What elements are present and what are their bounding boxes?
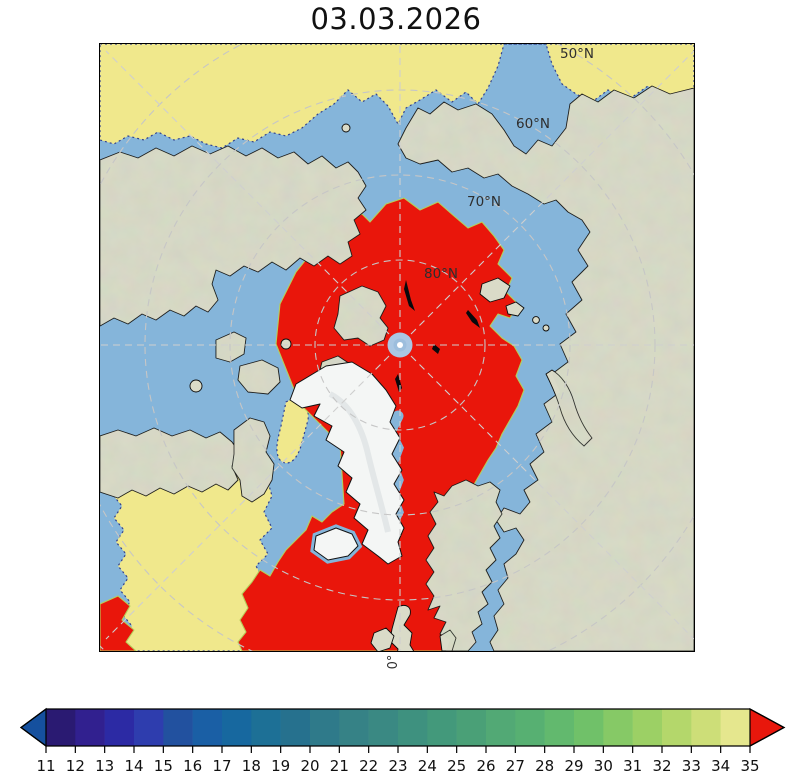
colorbar-segment bbox=[192, 709, 223, 746]
colorbar-under-arrow bbox=[19, 707, 47, 748]
colorbar-tick-label: 29 bbox=[564, 757, 583, 775]
colorbar-tick-label: 15 bbox=[154, 757, 173, 775]
colorbar-segment bbox=[691, 709, 721, 746]
colorbar-over-arrow bbox=[749, 707, 786, 748]
colorbar-segment bbox=[662, 709, 692, 746]
colorbar-tick-label: 35 bbox=[740, 757, 759, 775]
small-island bbox=[280, 338, 292, 350]
latitude-label-50n: 50°N bbox=[560, 46, 594, 62]
colorbar-tick-label: 28 bbox=[535, 757, 554, 775]
ice-crack bbox=[432, 344, 440, 354]
island-franz-josef bbox=[532, 316, 540, 324]
colorbar-segment bbox=[368, 709, 399, 746]
colorbar-tick-label: 26 bbox=[476, 757, 495, 775]
colorbar-tick-label: 21 bbox=[330, 757, 349, 775]
colorbar-tick-label: 31 bbox=[623, 757, 642, 775]
colorbar-segment bbox=[310, 709, 340, 746]
colorbar-tick-label: 19 bbox=[271, 757, 290, 775]
latitude-label-60n: 60°N bbox=[516, 116, 550, 132]
island-svalbard bbox=[479, 277, 511, 303]
colorbar-segment bbox=[486, 709, 516, 746]
colorbar-tick-label: 23 bbox=[388, 757, 407, 775]
longitude-label: 0° bbox=[386, 654, 401, 670]
colorbar-tick-label: 12 bbox=[66, 757, 85, 775]
colorbar-tick-label: 13 bbox=[95, 757, 114, 775]
colorbar-segment bbox=[280, 709, 311, 746]
colorbar-segment bbox=[134, 709, 164, 746]
colorbar-segment bbox=[427, 709, 457, 746]
colorbar-segment bbox=[515, 709, 545, 746]
latitude-label-80n: 80°N bbox=[424, 266, 458, 282]
colorbar-segment bbox=[104, 709, 135, 746]
island-iceland bbox=[313, 527, 359, 561]
colorbar: 11 12 13 14 15 16 17 18 19 20 21 22 23 24 25 26 27 28 29 30… bbox=[19, 707, 786, 775]
figure-title: 03.03.2026 bbox=[310, 2, 482, 36]
pole-marker bbox=[387, 332, 413, 358]
data-patch-baffin-bay bbox=[276, 398, 309, 464]
colorbar-segment bbox=[398, 709, 428, 746]
colorbar-segment bbox=[632, 709, 663, 746]
colorbar-segment bbox=[574, 709, 604, 746]
colorbar-tick-label: 22 bbox=[359, 757, 378, 775]
island-franz-josef bbox=[542, 324, 550, 332]
island-svalbard-east bbox=[505, 301, 525, 317]
island-ireland bbox=[370, 627, 395, 651]
colorbar-tick-label: 17 bbox=[212, 757, 231, 775]
colorbar-segment bbox=[456, 709, 487, 746]
colorbar-segment bbox=[603, 709, 633, 746]
colorbar-tick-label: 27 bbox=[506, 757, 525, 775]
colorbar-segment bbox=[544, 709, 575, 746]
island-wrangel bbox=[341, 123, 351, 133]
colorbar-ticks: 11 12 13 14 15 16 17 18 19 20 21 22 23 24 25 26 27 28 29 30… bbox=[36, 746, 760, 775]
colorbar-segment bbox=[251, 709, 281, 746]
colorbar-tick-label: 30 bbox=[594, 757, 613, 775]
colorbar-segment bbox=[222, 709, 252, 746]
colorbar-tick-label: 33 bbox=[682, 757, 701, 775]
ice-crack bbox=[404, 280, 415, 311]
colorbar-tick-label: 20 bbox=[300, 757, 319, 775]
colorbar-segment bbox=[339, 709, 369, 746]
colorbar-segment bbox=[75, 709, 105, 746]
colorbar-segment bbox=[46, 709, 76, 746]
island-great-britain bbox=[389, 604, 415, 651]
arctic-map: 50°N 60°N 70°N 80°N bbox=[99, 43, 695, 652]
colorbar-segment bbox=[163, 709, 193, 746]
sea-ice-field-corner bbox=[100, 595, 137, 651]
colorbar-tick-label: 16 bbox=[183, 757, 202, 775]
colorbar-segment bbox=[720, 709, 751, 746]
colorbar-tick-label: 24 bbox=[418, 757, 437, 775]
greenland-shading bbox=[328, 391, 391, 533]
colorbar-tick-label: 34 bbox=[711, 757, 730, 775]
colorbar-tick-label: 25 bbox=[447, 757, 466, 775]
colorbar-tick-label: 14 bbox=[124, 757, 143, 775]
colorbar-segments bbox=[46, 709, 751, 746]
colorbar-tick-label: 32 bbox=[652, 757, 671, 775]
graticule bbox=[100, 44, 694, 651]
small-island bbox=[189, 379, 203, 393]
colorbar-tick-label: 18 bbox=[242, 757, 261, 775]
ice-crack bbox=[466, 310, 480, 328]
colorbar-tick-label: 11 bbox=[36, 757, 55, 775]
latitude-label-70n: 70°N bbox=[467, 194, 501, 210]
